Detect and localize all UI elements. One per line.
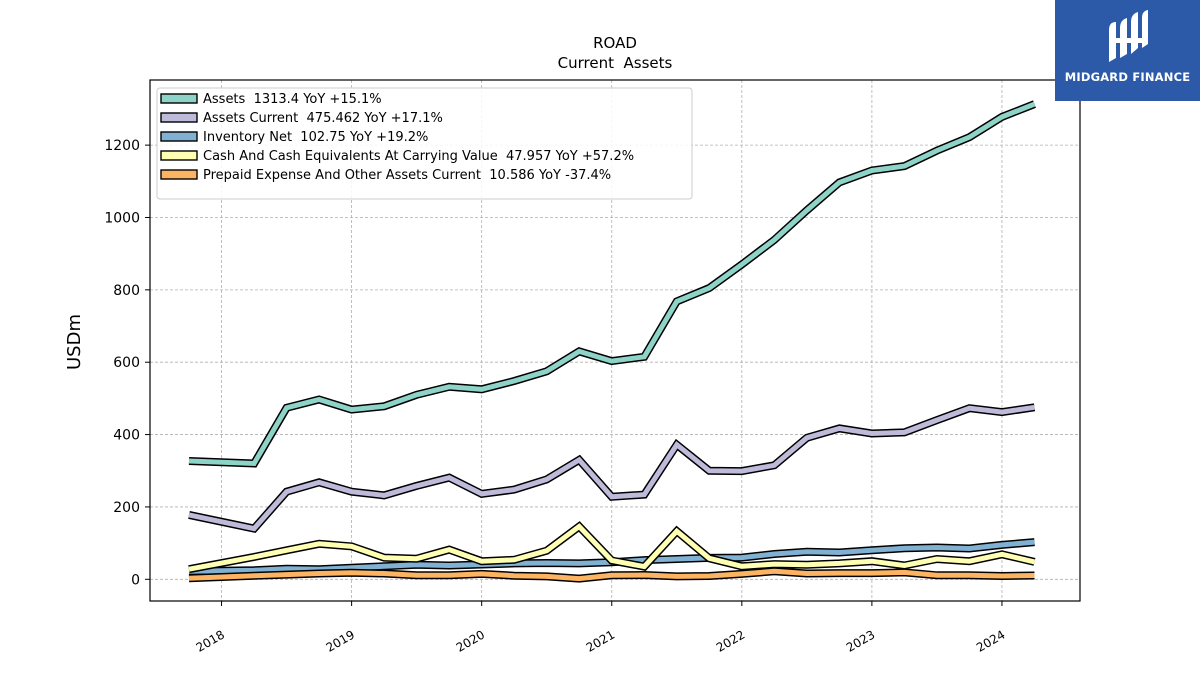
chart-title: ROAD — [593, 34, 637, 52]
plot-frame — [149, 79, 1081, 602]
legend-label: Assets Current 475.462 YoY +17.1% — [203, 111, 443, 126]
legend-label: Inventory Net 102.75 YoY +19.2% — [203, 130, 428, 145]
y-tick-label: 800 — [113, 283, 140, 299]
series-line-4 — [188, 568, 1035, 582]
y-tick-label: 200 — [113, 500, 140, 516]
legend-swatch — [160, 131, 198, 142]
x-tick-label: 2021 — [584, 627, 617, 654]
y-tick-label: 0 — [131, 572, 140, 588]
x-tick-label: 2019 — [324, 627, 357, 654]
legend-box — [156, 87, 693, 200]
brand-name: MIDGARD FINANCE — [1064, 70, 1191, 84]
chart-subtitle: Current Assets — [558, 54, 673, 72]
y-tick-label: 1000 — [104, 210, 140, 226]
x-tick-label: 2020 — [454, 627, 487, 654]
legend: Assets 1313.4 YoY +15.1% Assets Current 4… — [156, 87, 693, 200]
series-line-1 — [188, 404, 1035, 532]
x-tick-label: 2024 — [974, 627, 1007, 654]
series-lines — [188, 100, 1036, 583]
y-tick-label: 400 — [113, 428, 140, 444]
legend-label: Cash And Cash Equivalents At Carrying Va… — [203, 149, 634, 164]
series-line-0 — [188, 101, 1036, 467]
legend-swatch — [160, 112, 198, 123]
brand-logo: MIDGARD FINANCE — [1055, 0, 1200, 101]
series-line-3 — [188, 523, 1036, 572]
legend-swatch — [160, 93, 198, 104]
x-tick-label: 2022 — [714, 627, 747, 654]
y-tick-label: 600 — [113, 355, 140, 371]
legend-swatch — [160, 150, 198, 161]
legend-label: Prepaid Expense And Other Assets Current… — [203, 168, 611, 183]
legend-label: Assets 1313.4 YoY +15.1% — [203, 92, 382, 107]
x-tick-label: 2023 — [844, 627, 877, 654]
midgard-logo-icon — [1109, 10, 1148, 62]
y-axis-label: USDm — [64, 314, 85, 370]
y-tick-label: 1200 — [104, 138, 140, 154]
legend-swatch — [160, 169, 198, 180]
x-tick-label: 2018 — [194, 627, 227, 654]
